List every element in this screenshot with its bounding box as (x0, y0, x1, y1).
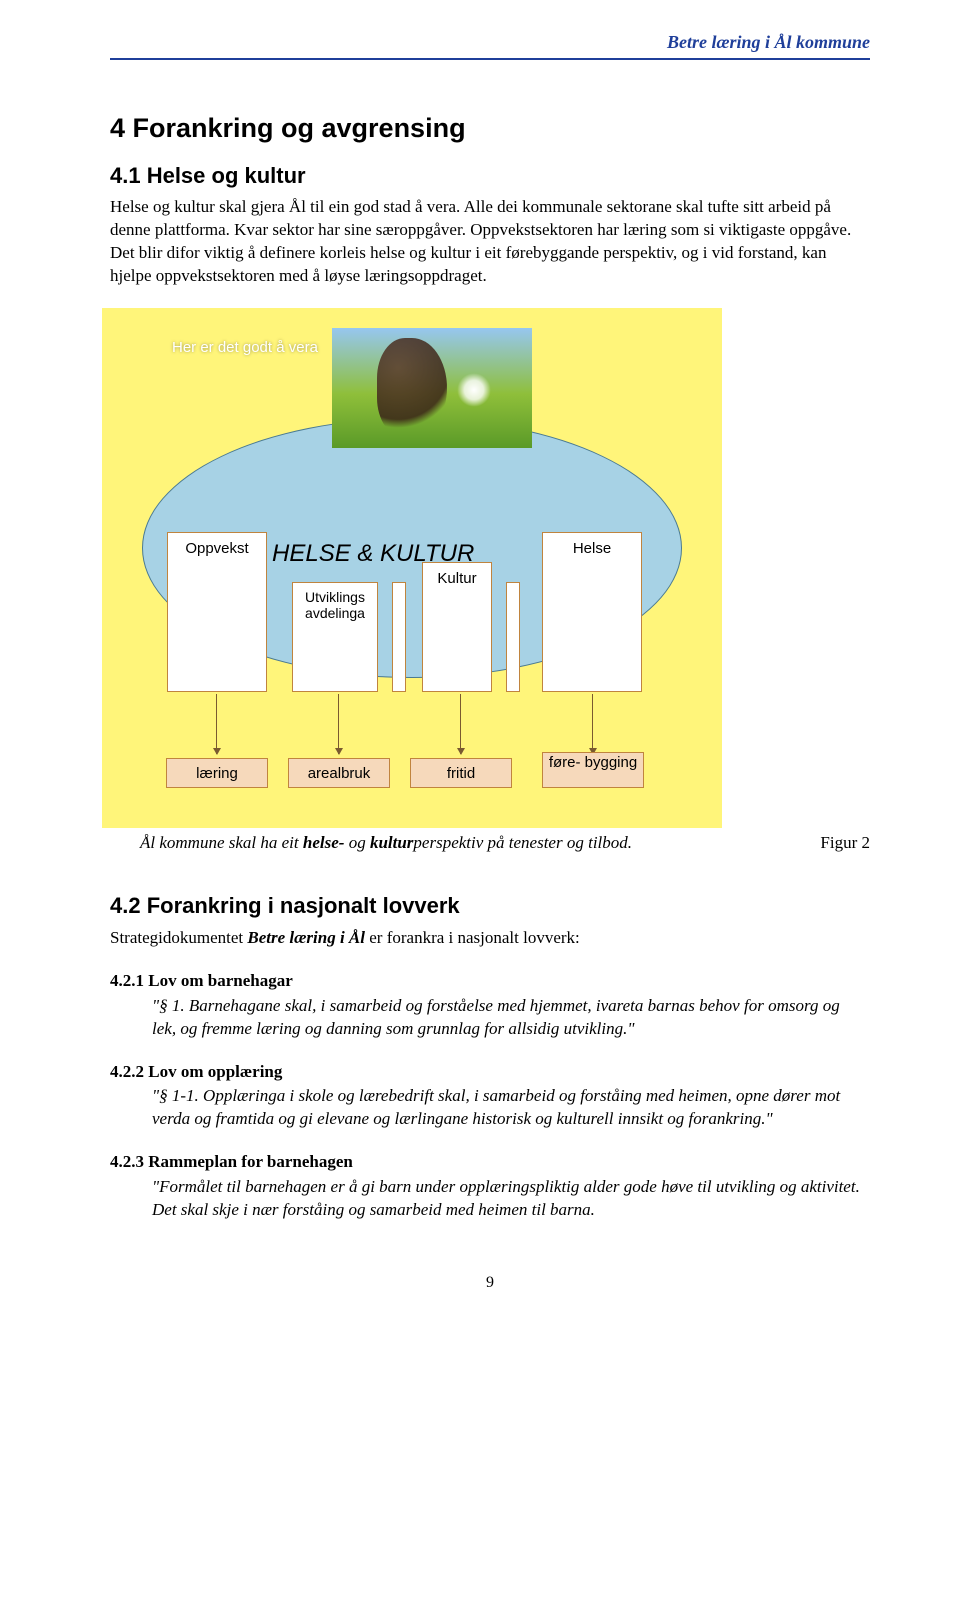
photo-placeholder (332, 328, 532, 448)
pillar-helse: Helse (542, 532, 642, 692)
intro-post: er forankra i nasjonalt lovverk: (365, 928, 580, 947)
box-forebygging: føre- bygging (542, 752, 644, 788)
law-4-2-2-body: "§ 1-1. Opplæringa i skole og lærebedrif… (152, 1085, 860, 1131)
law-4-2-1-body: "§ 1. Barnehagane skal, i samarbeid og f… (152, 995, 860, 1041)
section-heading: 4 Forankring og avgrensing (110, 110, 870, 146)
box-arealbruk: arealbruk (288, 758, 390, 788)
figure-caption-mid: og (344, 833, 370, 852)
figure-2-container: Her er det godt å vera HELSE & KULTUR Op… (110, 308, 870, 855)
figure-caption-bold2: kultur (370, 833, 413, 852)
pillar-utviklings: Utviklings avdelinga (292, 582, 378, 692)
pillar-kultur: Kultur (422, 562, 492, 692)
subsection-4-2-heading: 4.2 Forankring i nasjonalt lovverk (110, 891, 870, 921)
arrow-1 (216, 694, 217, 754)
law-4-2-3-head: 4.2.3 Rammeplan for barnehagen (110, 1151, 870, 1174)
running-header: Betre læring i Ål kommune (110, 30, 870, 58)
intro-pre: Strategidokumentet (110, 928, 247, 947)
figure-caption-bold1: helse- (303, 833, 345, 852)
box-laering: læring (166, 758, 268, 788)
intro-bold: Betre læring i Ål (247, 928, 365, 947)
pillar-thin-1 (392, 582, 406, 692)
law-4-2-3-body: "Formålet til barnehagen er å gi barn un… (152, 1176, 860, 1222)
figure-label: Figur 2 (820, 832, 870, 855)
figure-2: Her er det godt å vera HELSE & KULTUR Op… (102, 308, 722, 828)
box-fritid: fritid (410, 758, 512, 788)
figure-caption-part: Ål kommune skal ha eit (140, 833, 303, 852)
law-4-2-1-head: 4.2.1 Lov om barnehagar (110, 970, 870, 993)
figure-top-caption: Her er det godt å vera (172, 338, 318, 358)
subsection-4-1-paragraph: Helse og kultur skal gjera Ål til ein go… (110, 196, 870, 288)
figure-caption-suffix: perspektiv på tenester og tilbod. (413, 833, 632, 852)
pillar-oppvekst: Oppvekst (167, 532, 267, 692)
header-rule (110, 58, 870, 60)
law-4-2-2-head: 4.2.2 Lov om opplæring (110, 1061, 870, 1084)
arrow-4 (592, 694, 593, 754)
subsection-4-1-heading: 4.1 Helse og kultur (110, 161, 870, 191)
page-number: 9 (110, 1272, 870, 1294)
arrow-3 (460, 694, 461, 754)
figure-caption: Ål kommune skal ha eit helse- og kulturp… (140, 832, 632, 855)
subsection-4-2-intro: Strategidokumentet Betre læring i Ål er … (110, 927, 870, 950)
pillar-thin-2 (506, 582, 520, 692)
arrow-2 (338, 694, 339, 754)
